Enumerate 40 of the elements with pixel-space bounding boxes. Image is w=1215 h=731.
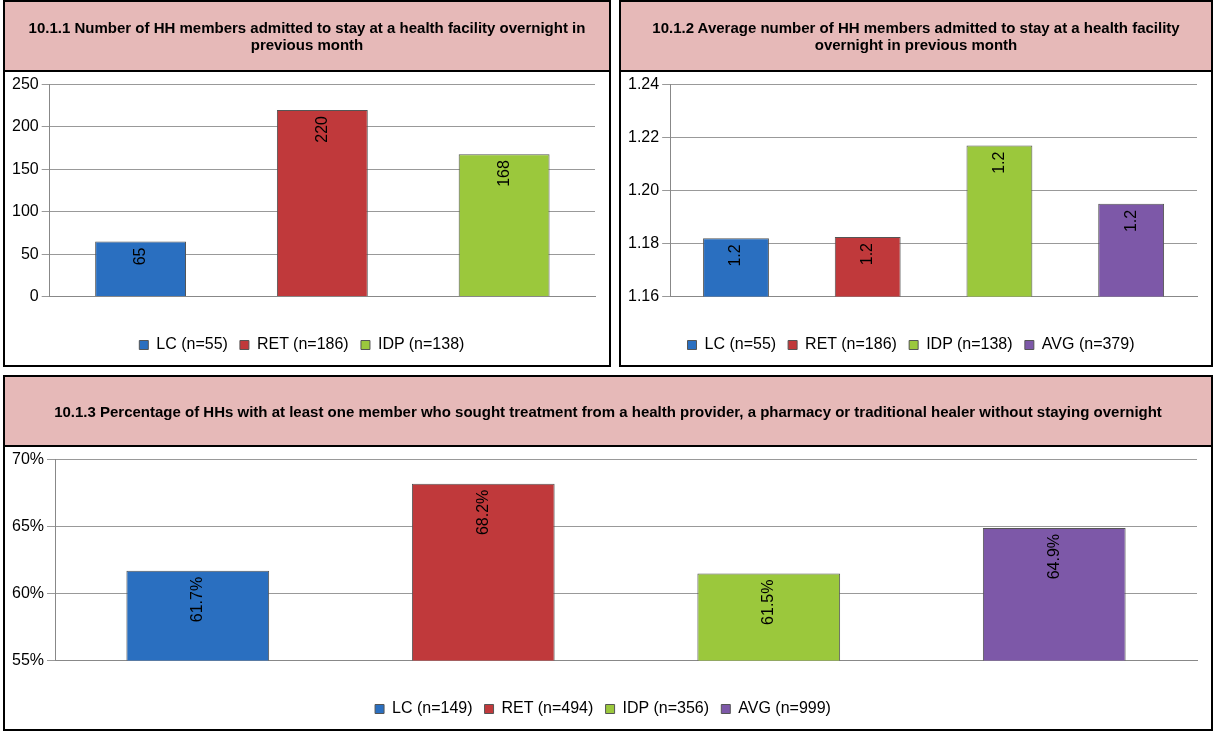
legend-label: RET (n=494) [501, 699, 594, 717]
y-tick-label: 65% [11, 517, 45, 535]
legend-label: AVG (n=379) [1041, 335, 1135, 353]
data-label: 64.9% [1044, 533, 1062, 580]
data-label: 61.7% [188, 576, 206, 623]
y-tick-label: 1.18 [628, 234, 660, 252]
y-tick-label: 100 [11, 202, 39, 220]
y-tick-label: 250 [11, 75, 39, 93]
data-label: 61.5% [759, 579, 777, 625]
data-label: 220 [312, 115, 330, 143]
legend-label: RET (n=186) [256, 335, 349, 353]
data-label: 168 [494, 160, 512, 187]
legend-label: IDP (n=138) [926, 335, 1013, 353]
y-tick-label: 150 [11, 159, 39, 177]
y-tick-label: 55% [11, 651, 45, 669]
y-tick-label: 1.20 [628, 181, 660, 199]
data-label: 1.2 [989, 151, 1007, 174]
legend-label: IDP (n=138) [377, 335, 465, 353]
legend-label: LC (n=55) [156, 335, 228, 353]
data-label: 1.2 [858, 242, 876, 266]
y-tick-label: 50 [20, 244, 39, 262]
legend-label: RET (n=186) [805, 335, 897, 353]
legend-label: LC (n=149) [392, 699, 473, 717]
chart-title: 10.1.1 Number of HH members admitted to stay at a health facility overnight in previous month [5, 2, 609, 72]
y-tick-label: 200 [11, 117, 39, 135]
y-tick-label: 0 [29, 287, 39, 305]
y-tick-label: 70% [11, 450, 45, 468]
chart-title: 10.1.3 Percentage of HHs with at least one member who sought treatment from a health provider, a pharmacy or traditional healer without staying overnight [5, 377, 1211, 447]
y-tick-label: 1.24 [628, 75, 660, 93]
data-label: 65 [130, 247, 148, 266]
chart-title: 10.1.2 Average number of HH members admitted to stay at a health facility overnight in previous month [621, 2, 1211, 72]
data-label: 68.2% [473, 489, 491, 536]
data-label: 1.2 [1121, 209, 1139, 233]
legend-label: LC (n=55) [704, 335, 777, 353]
y-tick-label: 1.22 [628, 128, 660, 146]
y-tick-label: 1.16 [628, 287, 660, 305]
legend-label: IDP (n=356) [622, 699, 710, 717]
data-label: 1.2 [726, 244, 744, 267]
legend-label: AVG (n=999) [738, 699, 831, 717]
y-tick-label: 60% [11, 584, 45, 602]
